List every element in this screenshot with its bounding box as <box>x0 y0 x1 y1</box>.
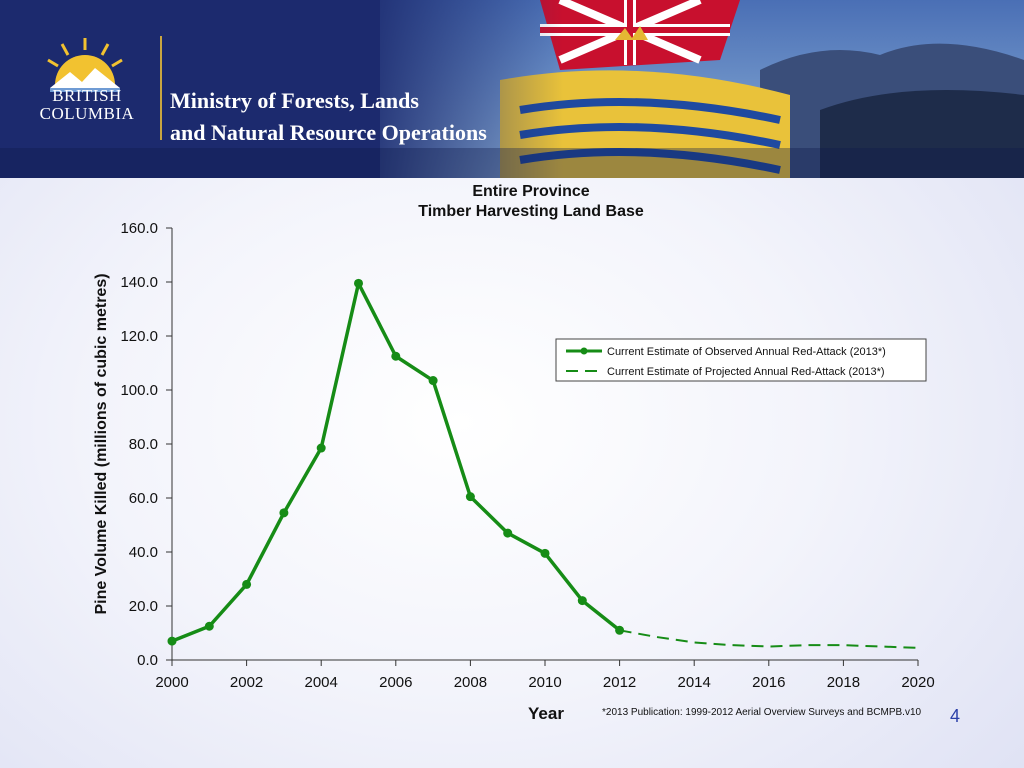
y-axis-label: Pine Volume Killed (millions of cubic me… <box>93 273 110 614</box>
data-point-observed <box>354 278 363 288</box>
header-divider <box>160 36 162 140</box>
data-point-observed <box>540 548 550 558</box>
x-tick-label: 2008 <box>454 674 487 691</box>
x-tick-label: 2020 <box>901 674 934 691</box>
legend-projected-label: Current Estimate of Projected Annual Red… <box>607 366 885 378</box>
data-point-observed <box>167 636 177 646</box>
chart-title: Entire Province <box>472 183 589 200</box>
footnote: *2013 Publication: 1999-2012 Aerial Over… <box>602 707 922 718</box>
x-tick-label: 2000 <box>155 674 188 691</box>
logo-text-columbia: COLUMBIA <box>39 104 135 123</box>
data-point-observed <box>428 376 438 386</box>
y-tick-label: 20.0 <box>129 598 158 615</box>
x-axis-label: Year <box>528 704 564 723</box>
y-tick-label: 100.0 <box>120 382 158 399</box>
data-point-observed <box>279 508 289 518</box>
data-point-observed <box>577 596 587 606</box>
legend-observed-marker <box>580 347 588 355</box>
page-number: 4 <box>950 706 961 726</box>
y-tick-label: 60.0 <box>129 490 158 507</box>
flag-background-image <box>0 0 1024 178</box>
series-observed-line <box>171 281 621 643</box>
y-axis-ticks: 0.0 20.0 40.0 60.0 80.0 100.0 120.0 140.0 160.0 <box>120 220 172 669</box>
legend-box <box>555 338 927 382</box>
x-tick-label: 2004 <box>305 674 338 691</box>
x-tick-label: 2012 <box>603 674 636 691</box>
data-point-observed <box>204 621 214 631</box>
y-tick-label: 120.0 <box>120 328 158 345</box>
x-tick-label: 2014 <box>678 674 711 691</box>
y-tick-label: 0.0 <box>137 652 158 669</box>
data-point-observed <box>316 443 326 453</box>
y-tick-label: 40.0 <box>129 544 158 561</box>
x-axis-ticks: 2000 2002 2004 2006 2008 2010 2012 2014 2016 2018… <box>155 660 935 691</box>
logo-text-british: BRITISH <box>52 86 122 105</box>
legend: Current Estimate of Observed Annual Red-… <box>555 338 927 382</box>
bc-logo-icon <box>47 38 123 92</box>
y-tick-label: 80.0 <box>129 436 158 453</box>
data-point-observed <box>465 492 475 502</box>
x-tick-label: 2006 <box>379 674 412 691</box>
y-tick-label: 160.0 <box>120 220 158 237</box>
header-banner: BRITISH COLUMBIA Ministry of Forests, La… <box>0 0 1024 178</box>
chart: Entire Province Timber Harvesting Land B… <box>93 183 935 723</box>
y-tick-label: 140.0 <box>120 274 158 291</box>
ministry-title-line2: and Natural Resource Operations <box>170 120 487 145</box>
x-tick-label: 2016 <box>752 674 785 691</box>
data-point-observed <box>503 528 513 538</box>
series-projected-line <box>619 629 919 649</box>
data-point-observed <box>242 579 252 589</box>
series-layer <box>167 278 919 649</box>
legend-observed-label: Current Estimate of Observed Annual Red-… <box>607 346 886 358</box>
x-tick-label: 2010 <box>528 674 561 691</box>
ministry-title-line1: Ministry of Forests, Lands <box>170 88 419 113</box>
data-point-observed <box>391 351 401 361</box>
chart-subtitle: Timber Harvesting Land Base <box>418 203 644 220</box>
x-tick-label: 2018 <box>827 674 860 691</box>
x-tick-label: 2002 <box>230 674 263 691</box>
data-point-observed <box>615 625 625 635</box>
